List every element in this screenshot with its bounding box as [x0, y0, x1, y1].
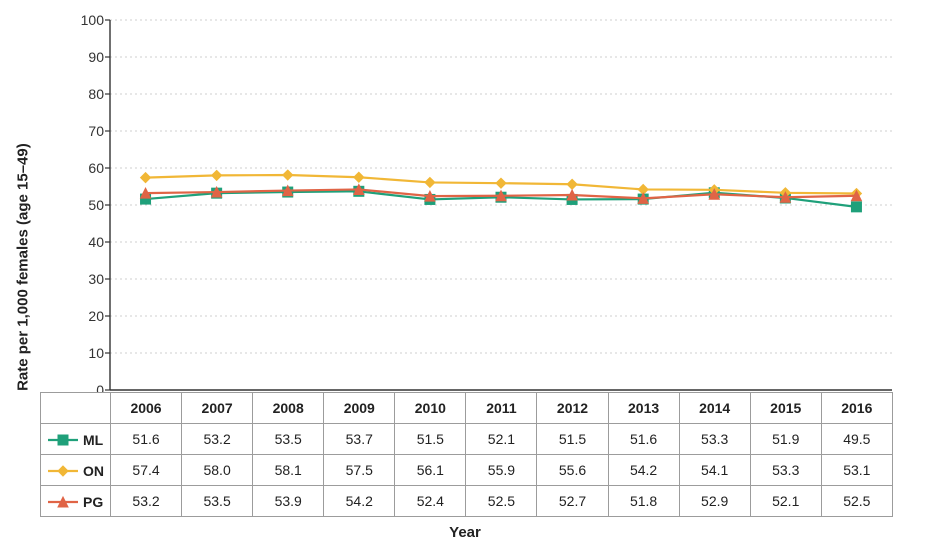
year-header: 2013	[608, 393, 679, 424]
year-header: 2006	[111, 393, 182, 424]
y-tick-label: 70	[88, 123, 104, 139]
table-corner-cell	[41, 393, 111, 424]
x-axis-title: Year	[0, 524, 930, 541]
table-row: ML51.653.253.553.751.552.151.551.653.351…	[41, 424, 893, 455]
diamond-marker-icon	[47, 464, 79, 478]
data-cell: 53.3	[750, 455, 821, 486]
data-cell: 52.4	[395, 486, 466, 517]
data-cell: 53.7	[324, 424, 395, 455]
data-cell: 58.1	[253, 455, 324, 486]
square-marker-icon	[47, 433, 79, 447]
y-tick-label: 30	[88, 271, 104, 287]
data-cell: 55.6	[537, 455, 608, 486]
triangle-marker-icon	[47, 495, 79, 509]
data-cell: 52.5	[466, 486, 537, 517]
year-header: 2015	[750, 393, 821, 424]
y-tick-label: 90	[88, 49, 104, 65]
data-cell: 54.1	[679, 455, 750, 486]
data-table: 2006200720082009201020112012201320142015…	[40, 392, 893, 517]
data-cell: 54.2	[324, 486, 395, 517]
year-header: 2010	[395, 393, 466, 424]
data-marker	[567, 179, 577, 189]
data-marker	[212, 170, 222, 180]
data-cell: 53.5	[182, 486, 253, 517]
table-row: ON57.458.058.157.556.155.955.654.254.153…	[41, 455, 893, 486]
y-tick-label: 50	[88, 197, 104, 213]
data-cell: 58.0	[182, 455, 253, 486]
year-header: 2016	[821, 393, 892, 424]
data-marker	[58, 466, 68, 476]
year-header: 2012	[537, 393, 608, 424]
data-cell: 49.5	[821, 424, 892, 455]
data-cell: 53.5	[253, 424, 324, 455]
y-tick-label: 60	[88, 160, 104, 176]
data-cell: 53.1	[821, 455, 892, 486]
legend-label: PG	[83, 494, 103, 510]
legend-label: ML	[83, 432, 103, 448]
data-cell: 52.1	[466, 424, 537, 455]
year-header: 2007	[182, 393, 253, 424]
data-cell: 57.5	[324, 455, 395, 486]
data-cell: 51.5	[395, 424, 466, 455]
data-cell: 55.9	[466, 455, 537, 486]
y-tick-label: 80	[88, 86, 104, 102]
data-marker	[58, 435, 68, 445]
data-marker	[851, 202, 861, 212]
table-header-row: 2006200720082009201020112012201320142015…	[41, 393, 893, 424]
data-cell: 53.2	[111, 486, 182, 517]
y-tick-label: 100	[81, 12, 104, 28]
data-cell: 52.1	[750, 486, 821, 517]
year-header: 2008	[253, 393, 324, 424]
data-cell: 53.9	[253, 486, 324, 517]
data-cell: 53.2	[182, 424, 253, 455]
table-row: PG53.253.553.954.252.452.552.751.852.952…	[41, 486, 893, 517]
data-cell: 51.6	[111, 424, 182, 455]
y-tick-label: 10	[88, 345, 104, 361]
data-cell: 57.4	[111, 455, 182, 486]
data-cell: 51.6	[608, 424, 679, 455]
data-marker	[354, 172, 364, 182]
legend-label: ON	[83, 463, 104, 479]
legend-cell-ml: ML	[41, 424, 111, 455]
year-header: 2014	[679, 393, 750, 424]
data-marker	[141, 173, 151, 183]
data-cell: 53.3	[679, 424, 750, 455]
data-cell: 52.7	[537, 486, 608, 517]
data-cell: 51.5	[537, 424, 608, 455]
year-header: 2009	[324, 393, 395, 424]
data-cell: 51.8	[608, 486, 679, 517]
plot-area: 0102030405060708090100	[110, 20, 892, 390]
legend-cell-pg: PG	[41, 486, 111, 517]
chart-container: Rate per 1,000 females (age 15–49) 01020…	[0, 0, 930, 557]
y-axis-title: Rate per 1,000 females (age 15–49)	[14, 143, 31, 391]
data-marker	[496, 178, 506, 188]
data-cell: 56.1	[395, 455, 466, 486]
data-cell: 51.9	[750, 424, 821, 455]
data-marker	[425, 177, 435, 187]
data-cell: 54.2	[608, 455, 679, 486]
year-header: 2011	[466, 393, 537, 424]
data-marker	[283, 170, 293, 180]
y-tick-label: 40	[88, 234, 104, 250]
legend-cell-on: ON	[41, 455, 111, 486]
data-cell: 52.9	[679, 486, 750, 517]
y-tick-label: 20	[88, 308, 104, 324]
data-cell: 52.5	[821, 486, 892, 517]
plot-svg	[110, 20, 892, 390]
